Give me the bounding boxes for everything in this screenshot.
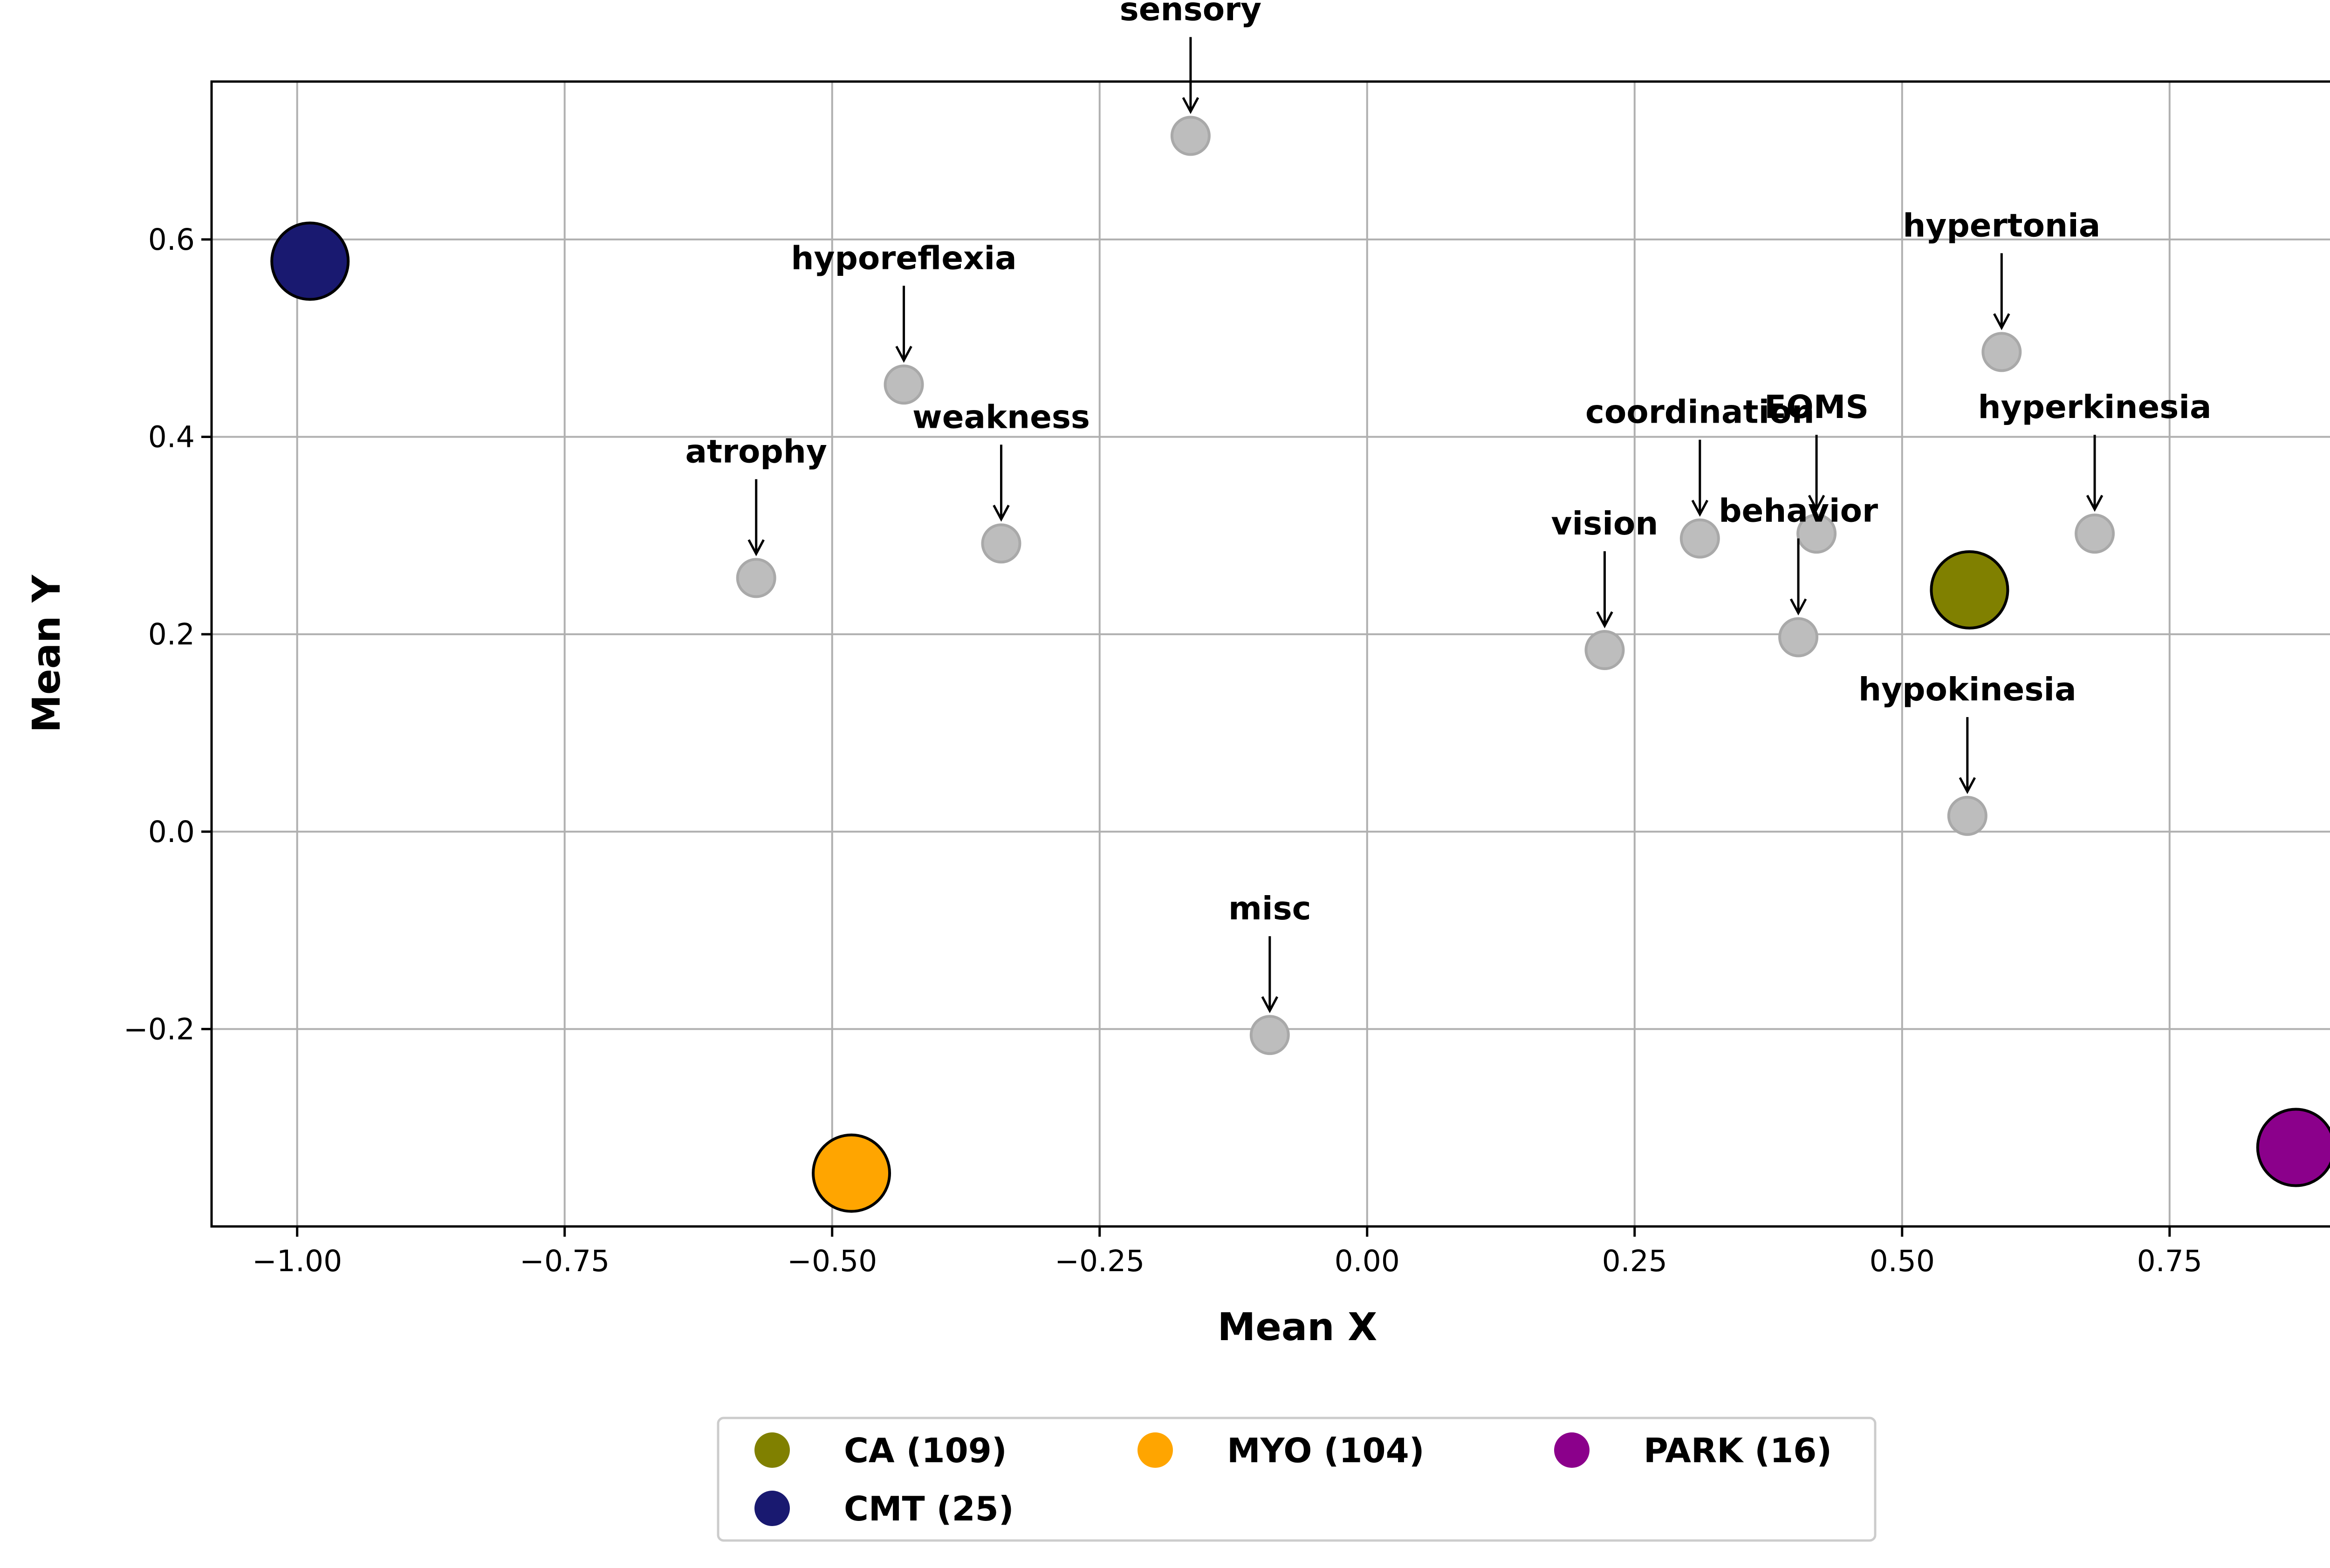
- legend-marker: [1138, 1432, 1173, 1468]
- x-tick-label: −0.25: [1055, 1244, 1144, 1278]
- feature-point: [1584, 630, 1625, 671]
- feature-point: [1981, 332, 2022, 372]
- tick-layer: −1.00 −0.75 −0.50 −0.25 0.00 0.25 0.50 0.75 −0.2…: [123, 223, 2202, 1278]
- feature-label: EOMS: [1764, 389, 1869, 426]
- legend-label: CA (109): [844, 1431, 1007, 1470]
- x-tick-label: 0.00: [1335, 1244, 1400, 1278]
- legend-label: MYO (104): [1227, 1431, 1425, 1470]
- feature-point: [736, 558, 776, 598]
- feature-point: [981, 523, 1021, 564]
- feature-label: hyperkinesia: [1978, 389, 2212, 426]
- annotation-arrow-head: [1182, 97, 1199, 114]
- feature-point: [1679, 518, 1720, 559]
- feature-label: vision: [1551, 505, 1658, 542]
- feature-point: [1947, 795, 1987, 836]
- legend-marker: [754, 1432, 790, 1468]
- cluster-point: [1930, 550, 2009, 630]
- feature-point: [884, 364, 924, 405]
- plot-frame: [210, 80, 2330, 1228]
- y-tick-label: 0.2: [148, 617, 195, 651]
- annotation-arrow-head: [1596, 611, 1613, 629]
- annotation-arrow-head: [895, 346, 912, 363]
- feature-label: coordination: [1585, 394, 1815, 431]
- legend-label: CMT (25): [844, 1489, 1014, 1528]
- x-tick-label: −0.50: [787, 1244, 877, 1278]
- feature-label: misc: [1228, 890, 1311, 927]
- legend-marker: [1554, 1432, 1590, 1468]
- x-tick-label: −1.00: [252, 1244, 342, 1278]
- legend-label: PARK (16): [1644, 1431, 1832, 1470]
- x-tick-label: 0.25: [1602, 1244, 1667, 1278]
- annotation-arrow-head: [1959, 777, 1976, 794]
- cluster-point: [812, 1133, 891, 1213]
- x-tick-label: 0.50: [1870, 1244, 1935, 1278]
- x-tick-label: 0.75: [2137, 1244, 2202, 1278]
- cluster-point: [270, 221, 350, 301]
- annotation-arrow-head: [993, 505, 1010, 522]
- y-tick-label: 0.0: [148, 815, 195, 849]
- annotation-arrow-head: [1789, 598, 1807, 616]
- grid-layer: [212, 82, 2330, 1226]
- feature-point: [1170, 116, 1211, 156]
- feature-label: hypertonia: [1903, 207, 2100, 244]
- plot-layer: sensory hyporeflexia atrophy weakness misc vi…: [270, 0, 2330, 1213]
- feature-label: weakness: [912, 398, 1090, 436]
- annotation-arrow-head: [1691, 500, 1709, 517]
- y-tick-label: −0.2: [123, 1012, 195, 1046]
- x-axis-label: Mean X: [1218, 1305, 1377, 1349]
- annotation-arrow-head: [2086, 494, 2104, 512]
- annotation-arrow-head: [747, 539, 765, 556]
- feature-label: hyporeflexia: [791, 240, 1016, 277]
- y-axis-label: Mean Y: [25, 574, 69, 733]
- legend-marker: [754, 1491, 790, 1526]
- feature-label: hypokinesia: [1858, 671, 2076, 708]
- feature-label: sensory: [1120, 0, 1261, 28]
- feature-point: [1249, 1015, 1290, 1055]
- annotation-arrow-head: [1993, 313, 2010, 330]
- y-tick-label: 0.6: [148, 223, 195, 257]
- cluster-point: [2256, 1108, 2330, 1187]
- annotation-arrow-head: [1808, 494, 1825, 512]
- feature-point: [2075, 514, 2115, 554]
- annotation-arrow-head: [1261, 996, 1279, 1013]
- feature-label: atrophy: [685, 433, 827, 470]
- x-tick-label: −0.75: [520, 1244, 610, 1278]
- legend: CA (109) CMT (25) MYO (104) PARK (16): [717, 1417, 1877, 1542]
- feature-point: [1796, 514, 1837, 554]
- feature-label: behavior: [1719, 492, 1878, 529]
- y-tick-label: 0.4: [148, 420, 195, 454]
- feature-point: [1778, 617, 1819, 657]
